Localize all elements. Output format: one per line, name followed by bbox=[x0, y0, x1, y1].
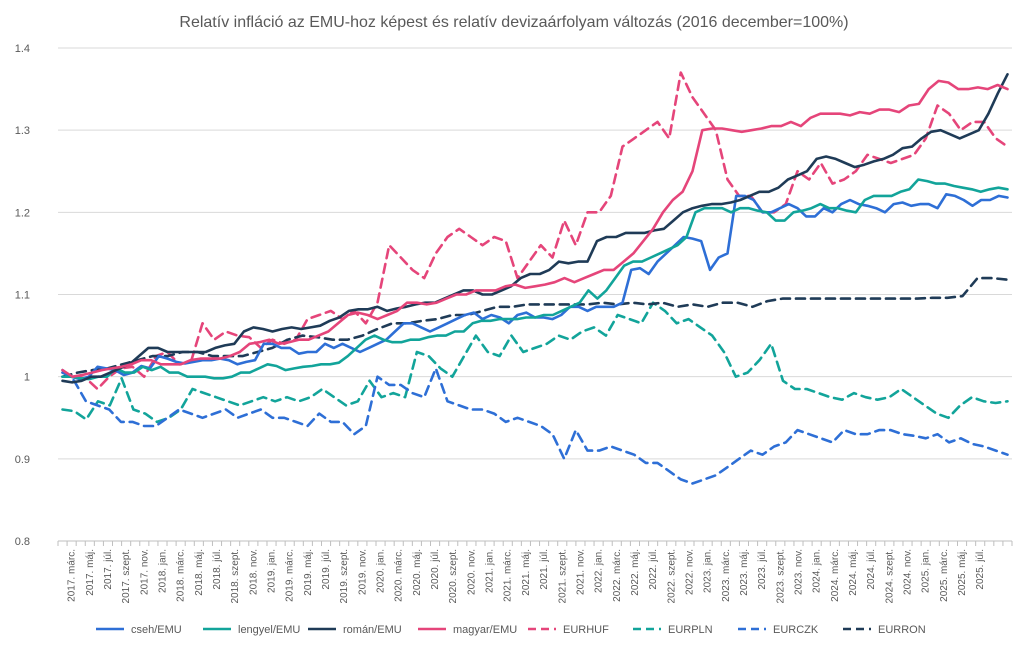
x-tick-label: 2017. szept. bbox=[121, 549, 132, 603]
legend-label: lengyel/EMU bbox=[238, 624, 300, 636]
x-tick-label: 2022. szept. bbox=[666, 549, 677, 603]
x-tick-label: 2020. nov. bbox=[466, 549, 477, 595]
x-tick-label: 2019. márc. bbox=[285, 549, 296, 602]
x-tick-label: 2025. jan. bbox=[921, 549, 932, 593]
y-tick-label: 0.9 bbox=[15, 454, 30, 466]
y-tick-label: 1.3 bbox=[15, 125, 30, 137]
x-tick-label: 2018. nov. bbox=[248, 549, 259, 595]
x-tick-label: 2018. máj. bbox=[194, 549, 205, 596]
x-tick-label: 2023. nov. bbox=[793, 549, 804, 595]
x-tick-label: 2025. márc. bbox=[939, 549, 950, 602]
x-tick-label: 2019. jan. bbox=[267, 549, 278, 593]
series-line-eurhuf bbox=[61, 71, 1009, 391]
x-tick-label: 2021. máj. bbox=[521, 549, 532, 596]
y-axis: 0.8 0.9 1 1.1 1.2 1.3 1.4 bbox=[15, 43, 30, 548]
series-line-eurczk bbox=[61, 367, 1009, 485]
legend-label: EURPLN bbox=[668, 624, 713, 636]
x-tick-label: 2024. márc. bbox=[830, 549, 841, 602]
x-tick-label: 2023. szept. bbox=[775, 549, 786, 603]
x-tick-label: 2021. jan. bbox=[485, 549, 496, 593]
y-tick-label: 1.1 bbox=[15, 290, 30, 302]
x-tick-label: 2024. máj. bbox=[848, 549, 859, 596]
x-tick-label: 2017. márc. bbox=[67, 549, 78, 602]
x-tick-label: 2024. júl. bbox=[866, 549, 877, 590]
x-tick-label: 2020. jan. bbox=[376, 549, 387, 593]
x-tick-label: 2018. szept. bbox=[230, 549, 241, 603]
x-tick-label: 2024. jan. bbox=[812, 549, 823, 593]
x-tick-label: 2020. júl. bbox=[430, 549, 441, 590]
x-tick-label: 2025. máj. bbox=[957, 549, 968, 596]
legend-label: magyar/EMU bbox=[453, 624, 517, 636]
x-axis: 2017. márc. 2017. máj. 2017. júl. 2017. sze… bbox=[57, 540, 1013, 603]
x-tick-label: 2023. júl. bbox=[757, 549, 768, 590]
x-tick-label: 2018. jan. bbox=[157, 549, 168, 593]
x-tick-label: 2020. máj. bbox=[412, 549, 423, 596]
x-tick-label: 2022. máj. bbox=[630, 549, 641, 596]
series-line-rom-n-emu bbox=[61, 73, 1009, 384]
y-tick-label: 0.8 bbox=[15, 536, 30, 548]
x-tick-label: 2022. jan. bbox=[594, 549, 605, 593]
y-tick-label: 1.4 bbox=[15, 43, 30, 55]
x-tick-label: 2024. nov. bbox=[903, 549, 914, 595]
x-tick-label: 2021. szept. bbox=[557, 549, 568, 603]
y-tick-label: 1 bbox=[24, 372, 30, 384]
x-tick-label: 2017. máj. bbox=[85, 549, 96, 596]
x-tick-label: 2019. szept. bbox=[339, 549, 350, 603]
x-tick-label: 2019. júl. bbox=[321, 549, 332, 590]
legend-label: EURHUF bbox=[563, 624, 609, 636]
legend-label: cseh/EMU bbox=[131, 624, 182, 636]
x-tick-label: 2021. nov. bbox=[575, 549, 586, 595]
x-tick-label: 2022. júl. bbox=[648, 549, 659, 590]
x-tick-label: 2018. júl. bbox=[212, 549, 223, 590]
x-tick-label: 2023. jan. bbox=[703, 549, 714, 593]
chart-title: Relatív infláció az EMU-hoz képest és re… bbox=[179, 14, 848, 31]
x-tick-label: 2021. márc. bbox=[503, 549, 514, 602]
x-tick-label: 2017. nov. bbox=[139, 549, 150, 595]
x-tick-label: 2024. szept. bbox=[884, 549, 895, 603]
legend: cseh/EMU lengyel/EMU román/EMU magyar/EMU EU… bbox=[96, 624, 926, 636]
series-line-eurron bbox=[61, 276, 1009, 379]
x-tick-label: 2022. nov. bbox=[684, 549, 695, 595]
series-line-lengyel-emu bbox=[61, 178, 1009, 381]
x-tick-label: 2025. júl. bbox=[975, 549, 986, 590]
x-tick-label: 2023. márc. bbox=[721, 549, 732, 602]
legend-label: EURRON bbox=[878, 624, 926, 636]
x-tick-label: 2020. márc. bbox=[394, 549, 405, 602]
y-tick-label: 1.2 bbox=[15, 207, 30, 219]
x-tick-label: 2017. júl. bbox=[103, 549, 114, 590]
x-tick-label: 2019. nov. bbox=[357, 549, 368, 595]
legend-label: EURCZK bbox=[773, 624, 819, 636]
series-lines bbox=[61, 71, 1009, 485]
x-tick-label: 2018. márc. bbox=[176, 549, 187, 602]
x-tick-label: 2021. júl. bbox=[539, 549, 550, 590]
x-tick-label: 2019. máj. bbox=[303, 549, 314, 596]
series-line-magyar-emu bbox=[61, 79, 1009, 379]
gridlines bbox=[58, 47, 1012, 542]
x-tick-label: 2020. szept. bbox=[448, 549, 459, 603]
x-tick-label: 2023. máj. bbox=[739, 549, 750, 596]
legend-label: román/EMU bbox=[343, 624, 402, 636]
series-line-eurpln bbox=[61, 301, 1009, 424]
x-tick-label: 2022. márc. bbox=[612, 549, 623, 602]
